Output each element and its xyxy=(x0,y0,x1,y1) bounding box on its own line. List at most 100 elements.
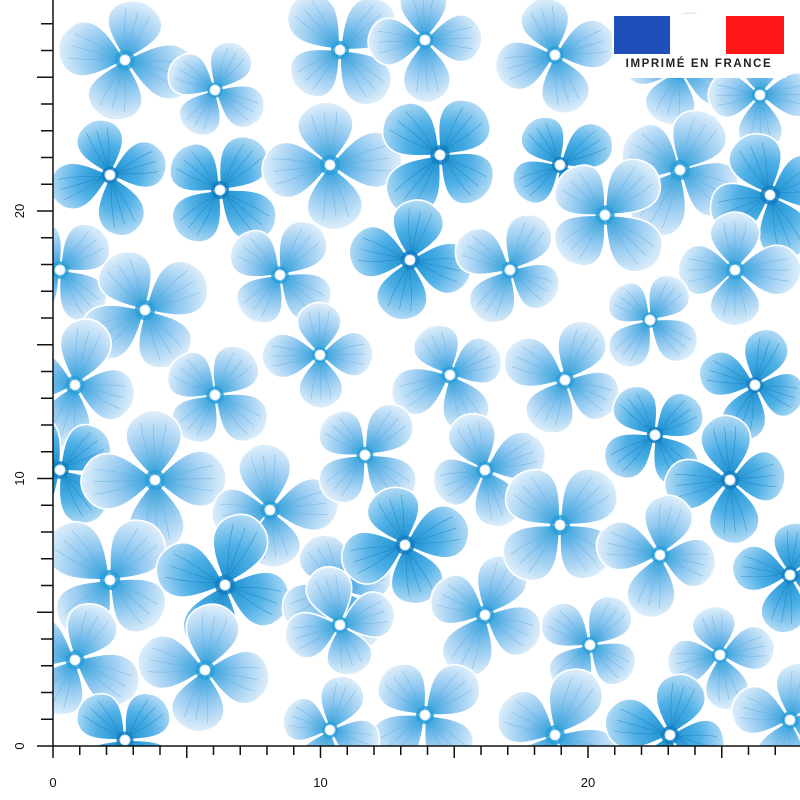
flower-center xyxy=(264,504,276,516)
petal-vein xyxy=(53,391,74,433)
petal xyxy=(171,189,222,243)
petal-vein xyxy=(99,67,124,106)
flower-center xyxy=(764,189,776,201)
petal xyxy=(59,318,112,387)
petal-vein xyxy=(331,686,347,725)
petal-vein xyxy=(736,479,777,487)
flower-center xyxy=(104,169,116,181)
petal-vein xyxy=(78,621,109,654)
petal-vein xyxy=(561,738,601,746)
petal-vein xyxy=(81,384,127,388)
petal xyxy=(295,728,341,746)
petal-vein xyxy=(179,399,212,424)
petal-vein xyxy=(670,682,674,729)
petal-vein xyxy=(90,744,121,746)
petal-vein xyxy=(503,55,549,59)
petal-vein xyxy=(431,39,473,49)
petal-vein xyxy=(340,630,343,669)
petal-vein xyxy=(511,366,559,378)
hydrangea-flower xyxy=(454,213,560,324)
petal-vein xyxy=(658,561,661,609)
petal-vein xyxy=(519,741,552,746)
petal-vein xyxy=(429,719,458,746)
petal-vein xyxy=(659,408,692,432)
petal-vein xyxy=(741,269,790,282)
flower-center xyxy=(444,369,456,381)
petal xyxy=(504,213,553,272)
petal-vein xyxy=(276,490,325,510)
petal-vein xyxy=(195,677,204,721)
flower-center xyxy=(219,579,231,591)
petal-vein xyxy=(736,475,776,480)
petal-vein xyxy=(555,649,587,675)
petal-vein xyxy=(578,220,601,259)
flower-center xyxy=(404,254,416,266)
petal-vein xyxy=(594,648,619,679)
petal xyxy=(503,337,567,388)
petal-vein xyxy=(741,258,790,271)
petal-vein xyxy=(451,621,483,659)
petal-vein xyxy=(744,556,785,575)
petal-vein xyxy=(565,494,610,521)
petal xyxy=(772,522,800,577)
petal-vein xyxy=(645,741,669,746)
petal-vein xyxy=(629,156,674,167)
petal-vein xyxy=(441,331,448,370)
petal-vein xyxy=(718,197,764,203)
flower-center xyxy=(274,269,286,281)
petal xyxy=(497,690,557,744)
petal-vein xyxy=(53,274,56,300)
petal xyxy=(700,414,752,482)
petal-vein xyxy=(723,222,736,264)
petal-vein xyxy=(83,715,121,736)
flower-center xyxy=(324,724,336,736)
petal-vein xyxy=(64,274,100,301)
petal-vein xyxy=(534,385,563,418)
flower-center xyxy=(554,519,566,531)
petal-vein xyxy=(411,211,421,254)
petal-vein xyxy=(148,316,172,355)
petal-vein xyxy=(124,8,128,53)
petal-vein xyxy=(232,587,277,604)
petal-vein xyxy=(570,382,603,411)
petal-vein xyxy=(750,146,768,189)
petal-vein xyxy=(111,181,115,228)
petal-vein xyxy=(653,292,684,316)
petal-vein xyxy=(544,385,563,422)
petal-vein xyxy=(725,636,763,655)
petal xyxy=(718,625,776,671)
petal-vein xyxy=(565,485,601,520)
petal-vein xyxy=(555,61,559,106)
petal xyxy=(75,692,126,741)
petal-vein xyxy=(788,581,793,625)
petal-vein xyxy=(369,424,407,451)
petal xyxy=(468,268,516,324)
petal xyxy=(743,328,790,387)
petal-vein xyxy=(114,527,139,575)
petal-vein xyxy=(304,54,336,82)
petal-vein xyxy=(323,172,332,220)
petal xyxy=(483,605,542,657)
petal-vein xyxy=(93,468,148,481)
petal-vein xyxy=(512,231,545,265)
petal-vein xyxy=(765,94,800,105)
petal-vein xyxy=(717,84,755,96)
petal-vein xyxy=(111,181,125,225)
petal-vein xyxy=(81,662,126,687)
petal-vein xyxy=(310,360,321,400)
petal-vein xyxy=(252,280,277,311)
petal-vein xyxy=(53,382,69,385)
petal-vein xyxy=(477,275,508,306)
petal-vein xyxy=(196,195,216,236)
petal-vein xyxy=(53,422,57,465)
petal-vein xyxy=(393,677,421,711)
petal xyxy=(728,132,782,197)
petal-vein xyxy=(345,611,385,624)
petal-vein xyxy=(666,553,708,557)
petal xyxy=(219,189,277,242)
petal-vein xyxy=(515,272,548,292)
petal-vein xyxy=(559,609,586,642)
petal-vein xyxy=(416,261,458,283)
petal-vein xyxy=(63,475,84,517)
